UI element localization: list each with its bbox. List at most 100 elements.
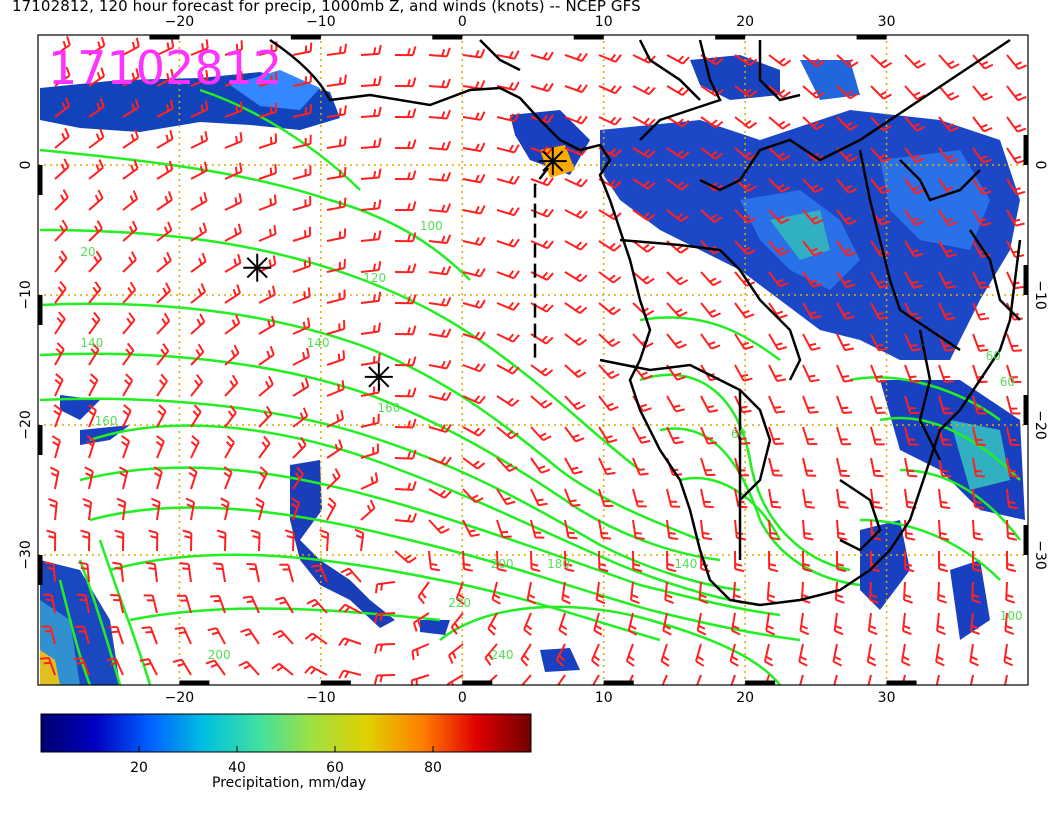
wind-barb bbox=[700, 395, 719, 413]
wind-barb bbox=[496, 270, 520, 280]
wind-barb bbox=[224, 374, 239, 397]
date-stamp: 17102812 bbox=[48, 41, 282, 95]
wind-barb bbox=[446, 674, 464, 685]
wind-barb bbox=[734, 364, 753, 382]
wind-barb bbox=[936, 612, 946, 636]
wind-barb bbox=[394, 387, 417, 398]
wind-barb bbox=[698, 581, 709, 604]
storm-marker bbox=[243, 253, 272, 282]
wind-barb bbox=[210, 595, 226, 614]
lon-tick-label-bottom: 0 bbox=[458, 690, 467, 706]
wind-barb bbox=[496, 238, 520, 248]
wind-barb bbox=[106, 657, 124, 676]
wind-barb bbox=[625, 643, 635, 667]
wind-barb bbox=[182, 529, 193, 552]
colorbar-ticks: 20 40 60 80 bbox=[130, 746, 442, 776]
wind-barb bbox=[87, 404, 97, 428]
wind-barb bbox=[870, 333, 888, 352]
wind-barb bbox=[190, 131, 209, 149]
wind-barb bbox=[258, 405, 273, 428]
wind-barb bbox=[48, 497, 58, 521]
wind-barb bbox=[224, 314, 241, 335]
wind-barb bbox=[428, 296, 452, 307]
wind-barb bbox=[530, 519, 545, 539]
wind-barb bbox=[394, 325, 417, 336]
map-frame bbox=[37, 34, 1029, 686]
wind-barb bbox=[836, 395, 853, 414]
wind-barb bbox=[326, 289, 346, 304]
wind-barb bbox=[291, 497, 300, 521]
wind-barb bbox=[496, 488, 516, 506]
wind-barb bbox=[41, 625, 56, 645]
wind-barb bbox=[185, 497, 196, 521]
wind-barb bbox=[904, 364, 921, 383]
wind-barb bbox=[904, 209, 924, 226]
wind-barb bbox=[768, 457, 783, 477]
wind-barb bbox=[292, 257, 311, 273]
lat-tick-label-left: −10 bbox=[18, 280, 34, 310]
wind-barb bbox=[394, 356, 417, 367]
wind-barb bbox=[700, 147, 724, 160]
wind-barb bbox=[156, 130, 174, 149]
wind-barb bbox=[82, 497, 93, 521]
wind-barb bbox=[561, 581, 571, 605]
wind-barb bbox=[88, 373, 99, 397]
wind-barb bbox=[326, 43, 348, 56]
wind-barb bbox=[598, 395, 619, 412]
wind-barb bbox=[394, 263, 417, 274]
wind-barb bbox=[354, 528, 365, 552]
wind-barb bbox=[88, 97, 105, 118]
wind-barb bbox=[455, 581, 465, 605]
wind-barb bbox=[969, 643, 979, 667]
wind-barb bbox=[360, 106, 382, 118]
wind-barb bbox=[216, 529, 227, 552]
wind-barb bbox=[802, 395, 819, 414]
wind-barb bbox=[53, 404, 63, 428]
wind-barb bbox=[938, 302, 956, 321]
wind-barb bbox=[523, 612, 533, 636]
wind-barb bbox=[238, 660, 260, 676]
wind-barb bbox=[143, 594, 158, 614]
wind-barb bbox=[938, 209, 958, 227]
wind-barb bbox=[938, 116, 959, 132]
wind-barb bbox=[258, 466, 268, 490]
wind-barb bbox=[971, 581, 982, 604]
wind-barb bbox=[802, 302, 822, 320]
wind-barb bbox=[292, 104, 312, 118]
wind-barb bbox=[292, 466, 304, 490]
wind-barb bbox=[1006, 178, 1026, 196]
wind-barb bbox=[530, 271, 554, 281]
contour-label: 120 bbox=[363, 271, 386, 285]
wind-barb bbox=[768, 364, 787, 383]
wind-barb bbox=[1006, 426, 1020, 447]
wind-barb bbox=[802, 85, 825, 99]
wind-barb bbox=[326, 228, 347, 242]
wind-barb bbox=[972, 209, 992, 227]
wind-barb bbox=[292, 317, 311, 335]
wind-barb bbox=[246, 562, 260, 583]
wind-barb bbox=[394, 418, 417, 429]
wind-barb bbox=[153, 466, 163, 490]
wind-barb bbox=[428, 359, 452, 370]
wind-barb bbox=[450, 612, 464, 635]
wind-barb bbox=[969, 674, 974, 685]
wind-barb bbox=[1005, 581, 1016, 604]
wind-barb bbox=[768, 550, 779, 573]
wind-barb bbox=[734, 54, 758, 67]
wind-barb bbox=[304, 665, 328, 676]
wind-barb bbox=[836, 271, 856, 289]
lon-tick-label-bottom: 20 bbox=[736, 690, 754, 706]
wind-barb bbox=[394, 46, 417, 57]
wind-barb bbox=[224, 253, 242, 273]
wind-barb bbox=[662, 612, 672, 636]
wind-barb bbox=[598, 240, 622, 252]
wind-barb bbox=[700, 302, 721, 318]
wind-barb bbox=[556, 674, 566, 685]
wind-barb bbox=[496, 175, 520, 185]
wind-barb bbox=[592, 674, 600, 685]
wind-barb bbox=[627, 612, 638, 636]
wind-barb bbox=[360, 443, 380, 459]
wind-barb bbox=[904, 333, 922, 352]
wind-barb bbox=[836, 240, 857, 257]
wind-barb bbox=[972, 457, 986, 478]
